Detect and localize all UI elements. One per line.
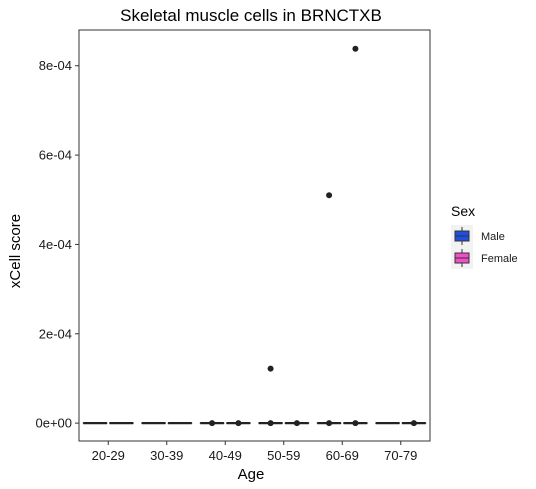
legend-title: Sex	[451, 203, 475, 219]
x-tick-label: 50-59	[267, 448, 300, 463]
x-axis: 20-29 30-39 40-49 50-59 60-69 70-79	[92, 441, 417, 463]
legend-label: Male	[481, 231, 505, 243]
outlier-point	[209, 420, 216, 427]
chart-title: Skeletal muscle cells in BRNCTXB	[120, 6, 382, 25]
x-tick-label: 60-69	[326, 448, 359, 463]
x-axis-title: Age	[238, 466, 265, 483]
plot-panel	[78, 29, 431, 442]
outlier-point	[267, 365, 274, 372]
x-tick-label: 70-79	[384, 448, 417, 463]
y-tick-label: 2e-04	[39, 326, 72, 341]
outlier-point	[326, 192, 333, 199]
outlier-point	[267, 420, 274, 427]
plot-marks	[82, 45, 427, 427]
x-tick-label: 20-29	[92, 448, 125, 463]
outlier-point	[235, 420, 242, 427]
legend-entry-male: Male	[451, 225, 505, 247]
y-tick-label: 4e-04	[39, 237, 72, 252]
x-tick-label: 40-49	[209, 448, 242, 463]
outlier-point	[293, 420, 300, 427]
legend-entry-female: Female	[451, 247, 518, 269]
y-axis: 0e+00 2e-04 4e-04 6e-04 8e-04	[35, 58, 79, 431]
y-tick-label: 6e-04	[39, 148, 72, 163]
x-tick-label: 30-39	[150, 448, 183, 463]
y-tick-label: 8e-04	[39, 58, 72, 73]
outlier-point	[410, 420, 417, 427]
outlier-point	[326, 420, 333, 427]
legend: Sex Male Female	[451, 203, 518, 269]
outlier-point	[352, 45, 359, 52]
legend-label: Female	[481, 253, 518, 265]
y-axis-title: xCell score	[7, 214, 24, 288]
y-tick-label: 0e+00	[35, 416, 72, 431]
outlier-point	[352, 420, 359, 427]
